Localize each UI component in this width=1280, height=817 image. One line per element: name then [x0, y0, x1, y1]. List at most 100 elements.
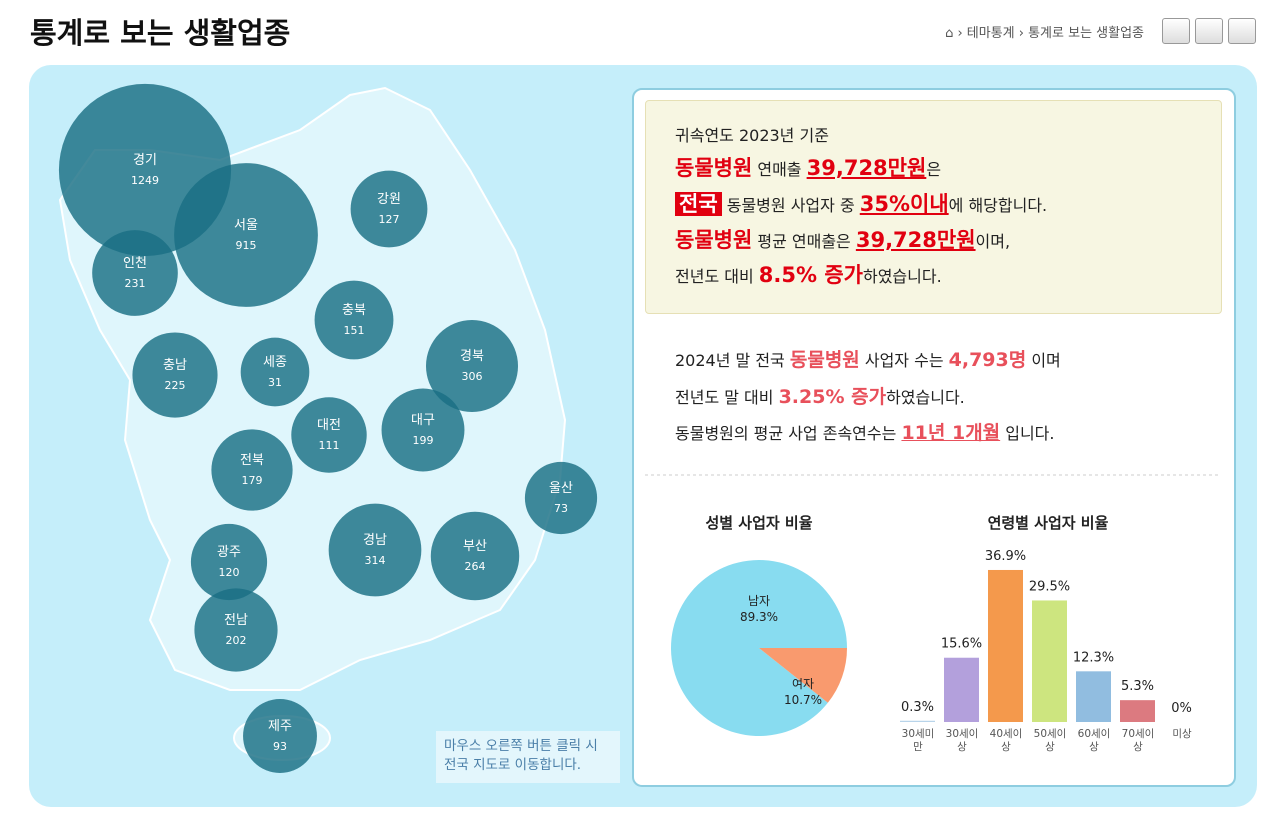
- region-value: 199: [413, 434, 434, 447]
- region-name: 경기: [133, 153, 157, 168]
- text: 동물병원의 평균 사업 존속연수는: [675, 424, 902, 443]
- text: 8.5% 증가: [758, 263, 863, 287]
- region-name: 경남: [363, 533, 387, 548]
- bar: [1076, 671, 1111, 722]
- bar-value: 29.5%: [1029, 579, 1070, 594]
- region-bubble[interactable]: [425, 319, 519, 413]
- refresh-icon[interactable]: [1228, 18, 1256, 44]
- region-bubble[interactable]: [243, 699, 317, 773]
- bar-category: 30세이상: [945, 728, 979, 753]
- region-name: 강원: [377, 192, 401, 207]
- text: 평균 연매출은: [752, 232, 856, 251]
- bar: [988, 569, 1023, 722]
- basis: 귀속연도 2023년 기준: [675, 126, 829, 145]
- region-bubble[interactable]: [92, 230, 178, 316]
- text: 입니다.: [1000, 424, 1055, 443]
- region-value: 93: [273, 740, 287, 753]
- region-value: 231: [125, 277, 146, 290]
- slice-value: 10.7%: [784, 693, 822, 707]
- bar-category: 70세이상: [1121, 728, 1155, 753]
- region-bubble[interactable]: [430, 511, 520, 601]
- region-bubble[interactable]: [194, 588, 278, 672]
- pie-slice: [759, 648, 847, 703]
- region-bubble[interactable]: [132, 332, 218, 418]
- crumb[interactable]: 통계로 보는 생활업종: [1028, 26, 1144, 41]
- bar: [944, 657, 979, 722]
- region-value: 306: [462, 370, 483, 383]
- slice-value: 89.3%: [740, 610, 778, 624]
- status-line: 전년도 말 대비 3.25% 증가하였습니다.: [675, 382, 965, 409]
- print-icon[interactable]: [1195, 18, 1223, 44]
- bar-value: 0.3%: [901, 700, 934, 715]
- region-value: 314: [365, 554, 386, 567]
- text: 39,728만원: [855, 228, 976, 252]
- help-icon[interactable]: [1162, 18, 1190, 44]
- region-bubble[interactable]: [328, 503, 422, 597]
- chart-title: 성별 사업자 비율: [705, 514, 813, 532]
- region-name: 인천: [123, 256, 147, 271]
- region-value: 264: [465, 560, 486, 573]
- region-bubble[interactable]: [240, 337, 310, 407]
- region-bubble[interactable]: [211, 429, 293, 511]
- region-name: 충남: [163, 358, 187, 373]
- text: 전년도 대비: [675, 267, 759, 286]
- summary-line: 전년도 대비 8.5% 증가하였습니다.: [675, 259, 942, 289]
- region-value: 120: [219, 566, 240, 579]
- text: 11년 1개월: [901, 422, 1001, 444]
- text: 하였습니다.: [862, 267, 942, 286]
- region-value: 31: [268, 376, 282, 389]
- text: 2024년 말 전국: [675, 351, 790, 370]
- bar-category: 50세이상: [1033, 728, 1067, 753]
- text: 3.25% 증가: [778, 386, 887, 408]
- status-line: 2024년 말 전국 동물병원 사업자 수는 4,793명 이며: [675, 345, 1061, 372]
- bar-value: 12.3%: [1073, 650, 1114, 665]
- bar-value: 5.3%: [1121, 679, 1154, 694]
- region-value: 202: [226, 634, 247, 647]
- region-bubble[interactable]: [190, 523, 268, 601]
- region-bubble[interactable]: [524, 461, 598, 535]
- text: 사업자 수는: [859, 351, 949, 370]
- region-bubble[interactable]: [174, 163, 318, 307]
- region-name: 경북: [460, 349, 484, 364]
- bar: [900, 720, 935, 722]
- text: 전국: [675, 192, 722, 216]
- pie-slice: [670, 560, 847, 737]
- status-line: 동물병원의 평균 사업 존속연수는 11년 1개월 입니다.: [675, 418, 1055, 445]
- region-name: 광주: [217, 545, 241, 560]
- slice-label: 여자: [792, 677, 814, 691]
- region-name: 대구: [411, 413, 435, 428]
- region-bubble[interactable]: [291, 397, 367, 473]
- bar: [1120, 700, 1155, 722]
- region-bubble[interactable]: [350, 170, 428, 248]
- text: 전년도 말 대비: [675, 388, 779, 407]
- crumb[interactable]: 테마통계: [966, 26, 1015, 41]
- bar-value: 0%: [1171, 701, 1192, 716]
- slice-label: 남자: [748, 594, 770, 608]
- text: 이며: [1026, 351, 1061, 370]
- region-bubble[interactable]: [381, 388, 465, 472]
- text: 35%이내: [859, 192, 949, 216]
- region-name: 세종: [263, 355, 287, 370]
- bar: [1032, 600, 1067, 722]
- text: 이며,: [975, 232, 1011, 251]
- region-bubble[interactable]: [314, 280, 394, 360]
- bar-value: 15.6%: [941, 637, 982, 652]
- text: 39,728만원: [806, 156, 927, 180]
- bar-category: 40세이상: [989, 728, 1023, 753]
- text: 동물병원: [789, 349, 860, 371]
- region-name: 제주: [268, 719, 292, 734]
- region-name: 대전: [317, 418, 341, 433]
- bar-category: 60세이상: [1077, 728, 1111, 753]
- region-value: 1249: [131, 174, 159, 187]
- text: 에 해당합니다.: [948, 196, 1048, 215]
- region-name: 전북: [240, 453, 264, 468]
- summary-line: 전국 동물병원 사업자 중 35%이내에 해당합니다.: [675, 188, 1047, 218]
- region-value: 127: [379, 213, 400, 226]
- summary-line: 동물병원 연매출 39,728만원은: [675, 152, 941, 182]
- region-value: 151: [344, 324, 365, 337]
- region-value: 73: [554, 502, 568, 515]
- text: 은: [926, 160, 942, 179]
- text: 동물병원: [675, 156, 753, 180]
